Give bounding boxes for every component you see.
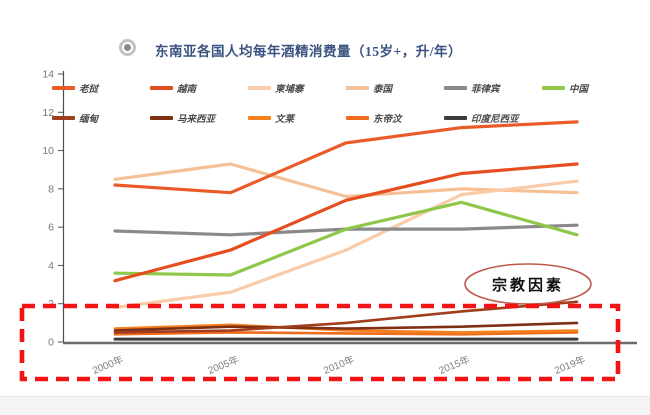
x-tick-label: 2010年 (321, 353, 356, 377)
series-line-8 (113, 323, 579, 334)
legend-marker-icon (52, 86, 75, 90)
legend-marker-icon (444, 86, 467, 90)
y-tick-label: 0 (48, 337, 54, 349)
y-tick-label: 10 (42, 145, 54, 157)
legend-label: 越南 (177, 85, 197, 95)
x-tick-label: 2019年 (552, 353, 587, 377)
legend-label: 东帝汶 (373, 115, 402, 125)
legend-item: 文莱 (248, 112, 295, 125)
legend-item: 越南 (150, 82, 197, 95)
legend-marker-icon (248, 86, 271, 90)
series-line-2 (113, 179, 579, 310)
legend-marker-icon (248, 116, 271, 120)
legend-marker-icon (150, 86, 173, 90)
legend-marker-icon (542, 86, 565, 90)
series-line-9 (113, 331, 579, 336)
legend-label: 柬埔寨 (275, 85, 304, 95)
legend-label: 中国 (569, 85, 589, 95)
y-tick-label: 14 (42, 69, 54, 81)
legend-marker-icon (444, 116, 467, 120)
legend-label: 文莱 (275, 115, 295, 125)
chart-title: 东南亚各国人均每年酒精消费量（15岁+，升/年） (155, 44, 462, 59)
x-tick-label: 2000年 (90, 353, 125, 377)
legend-item: 印度尼西亚 (444, 112, 519, 125)
legend-item: 缅甸 (52, 112, 99, 125)
legend-marker-icon (150, 116, 173, 120)
series-line-1 (113, 162, 579, 283)
x-tick-label: 2015年 (437, 353, 472, 377)
legend-marker-icon (346, 116, 369, 120)
legend-marker-icon (52, 116, 75, 120)
series-line-6 (113, 300, 579, 334)
y-tick-label: 12 (42, 107, 54, 119)
y-tick-label: 8 (48, 183, 54, 195)
legend-item: 柬埔寨 (248, 82, 304, 95)
y-tick-label: 4 (48, 260, 54, 272)
legend-label: 菲律宾 (471, 85, 500, 95)
series-line-5 (113, 200, 579, 277)
x-tick-label: 2005年 (206, 353, 241, 377)
legend-item: 泰国 (346, 82, 393, 95)
legend-label: 印度尼西亚 (471, 115, 519, 125)
series-line-0 (113, 120, 579, 195)
legend-label: 泰国 (373, 85, 393, 95)
radio-bullet-icon (119, 39, 136, 56)
legend-item: 东帝汶 (346, 112, 402, 125)
radio-bullet-dot (124, 44, 131, 51)
y-tick-label: 6 (48, 222, 54, 234)
legend-item: 菲律宾 (444, 82, 500, 95)
legend-item: 马来西亚 (150, 112, 216, 125)
series-line-7 (113, 321, 579, 332)
legend-marker-icon (346, 86, 369, 90)
legend-item: 老挝 (52, 82, 99, 95)
legend-item: 中国 (542, 82, 589, 95)
page-bottom-edge (0, 396, 650, 415)
legend-label: 缅甸 (79, 115, 99, 125)
highlight-dashed-box (19, 303, 621, 382)
legend-label: 马来西亚 (177, 115, 216, 125)
annotation-religion-label: 宗教因素 (491, 278, 564, 294)
legend-label: 老挝 (79, 85, 99, 95)
